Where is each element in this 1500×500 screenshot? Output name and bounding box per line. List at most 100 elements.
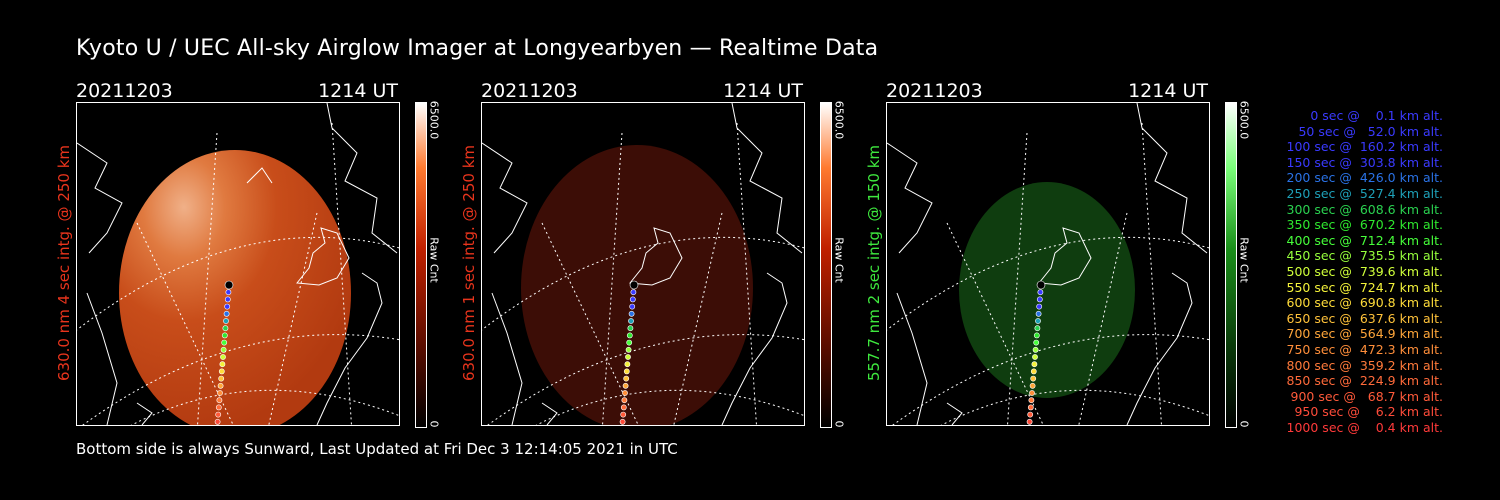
legend-entry: 750 sec @ 472.3 km alt.	[1282, 341, 1444, 357]
colorbar	[1225, 102, 1237, 428]
panel-date: 20211203	[481, 80, 578, 102]
track-point	[218, 368, 225, 375]
track-point	[1037, 289, 1044, 296]
legend-entry: 950 sec @ 6.2 km alt.	[1290, 404, 1443, 420]
track-point	[1032, 354, 1038, 360]
allsky-image-frame	[886, 102, 1210, 426]
legend-entry: 700 sec @ 564.9 km alt.	[1282, 326, 1444, 342]
legend-entry: 150 sec @ 303.8 km alt.	[1282, 154, 1444, 170]
colorbar-unit-label: Raw Cnt	[427, 237, 441, 283]
colorbar	[820, 102, 832, 428]
track-point	[1031, 361, 1038, 368]
track-point	[217, 390, 223, 396]
track-point	[1036, 280, 1046, 290]
airglow-disk	[959, 182, 1135, 398]
colorbar	[415, 102, 427, 428]
colorbar-min-label: 0	[832, 420, 846, 428]
legend-entry: 200 sec @ 426.0 km alt.	[1282, 170, 1444, 186]
satellite-track	[1026, 280, 1046, 425]
track-point	[1036, 303, 1043, 310]
track-point	[217, 382, 224, 389]
allsky-image-frame	[481, 102, 805, 426]
track-point	[222, 325, 229, 332]
panel-time: 1214 UT	[318, 80, 398, 102]
track-point	[214, 418, 221, 425]
colorbar-max-label: 6500.0	[1237, 100, 1251, 140]
track-point	[626, 332, 633, 339]
track-point	[627, 325, 634, 332]
legend-entry: 850 sec @ 224.9 km alt.	[1282, 373, 1444, 389]
track-point	[1033, 339, 1040, 346]
airglow-panel-557-2sec: 20211203 1214 UT	[865, 80, 1286, 430]
legend-entry: 500 sec @ 739.6 km alt.	[1282, 263, 1444, 279]
panel-time: 1214 UT	[723, 80, 803, 102]
track-point	[623, 368, 630, 375]
page-title: Kyoto U / UEC All-sky Airglow Imager at …	[76, 36, 879, 61]
track-point	[223, 318, 229, 324]
airglow-disk	[119, 150, 351, 425]
track-point	[619, 418, 626, 425]
track-point	[224, 280, 234, 290]
track-point	[623, 375, 630, 382]
track-point	[223, 310, 230, 317]
track-point	[1030, 375, 1037, 382]
colorbar-min-label: 0	[427, 420, 441, 428]
track-point	[221, 339, 228, 346]
legend-entry: 600 sec @ 690.8 km alt.	[1282, 295, 1444, 311]
track-point	[625, 354, 631, 360]
airglow-panel-630-1sec: 20211203 1214 UT	[460, 80, 881, 430]
allsky-image	[77, 103, 399, 425]
legend-entry: 1000 sec @ 0.4 km alt.	[1286, 419, 1443, 435]
satellite-track	[619, 280, 639, 425]
track-point	[628, 318, 634, 324]
legend-entry: 0 sec @ 0.1 km alt.	[1298, 108, 1443, 123]
track-point	[221, 332, 228, 339]
track-point	[1030, 368, 1037, 375]
track-point	[622, 390, 628, 396]
track-point	[219, 361, 226, 368]
legend-entry: 50 sec @ 52.0 km alt.	[1290, 123, 1443, 139]
legend-entry: 800 sec @ 359.2 km alt.	[1282, 357, 1444, 373]
track-point	[1034, 325, 1041, 332]
track-point	[630, 289, 637, 296]
legend-entry: 550 sec @ 724.7 km alt.	[1282, 279, 1444, 295]
track-point	[629, 296, 636, 303]
map-overlay	[482, 103, 804, 425]
track-point	[224, 303, 231, 310]
legend-entry: 100 sec @ 160.2 km alt.	[1282, 139, 1444, 155]
allsky-image	[887, 103, 1209, 425]
track-point	[1027, 404, 1034, 411]
track-altitude-legend: 0 sec @ 0.1 km alt. 50 sec @ 52.0 km alt…	[1265, 108, 1444, 435]
track-point	[216, 397, 223, 404]
track-point	[1026, 418, 1033, 425]
track-point	[1032, 346, 1039, 353]
track-point	[629, 280, 639, 290]
panel-time: 1214 UT	[1128, 80, 1208, 102]
colorbar-unit-label: Raw Cnt	[1237, 237, 1251, 283]
map-overlay	[887, 103, 1209, 425]
track-point	[215, 411, 222, 418]
track-point	[620, 411, 627, 418]
track-point	[622, 382, 629, 389]
track-point	[624, 361, 631, 368]
legend-entry: 900 sec @ 68.7 km alt.	[1286, 388, 1443, 404]
track-point	[1035, 310, 1042, 317]
track-point	[220, 346, 227, 353]
track-point	[225, 289, 232, 296]
colorbar-min-label: 0	[1237, 420, 1251, 428]
airglow-panel-630-4sec: 20211203 1214 UT	[55, 80, 476, 430]
track-point	[1027, 411, 1034, 418]
track-point	[628, 310, 635, 317]
track-point	[1028, 397, 1035, 404]
track-point	[629, 303, 636, 310]
satellite-track	[214, 280, 234, 425]
legend-entry: 650 sec @ 637.6 km alt.	[1282, 310, 1444, 326]
map-overlay	[77, 103, 399, 425]
legend-entry: 400 sec @ 712.4 km alt.	[1282, 232, 1444, 248]
track-point	[626, 339, 633, 346]
panel-wavelength-label: 557.7 nm 2 sec intg. @ 150 km	[865, 144, 883, 382]
track-point	[220, 354, 226, 360]
track-point	[621, 397, 628, 404]
legend-entry: 350 sec @ 670.2 km alt.	[1282, 217, 1444, 233]
legend-entry: 300 sec @ 608.6 km alt.	[1282, 201, 1444, 217]
